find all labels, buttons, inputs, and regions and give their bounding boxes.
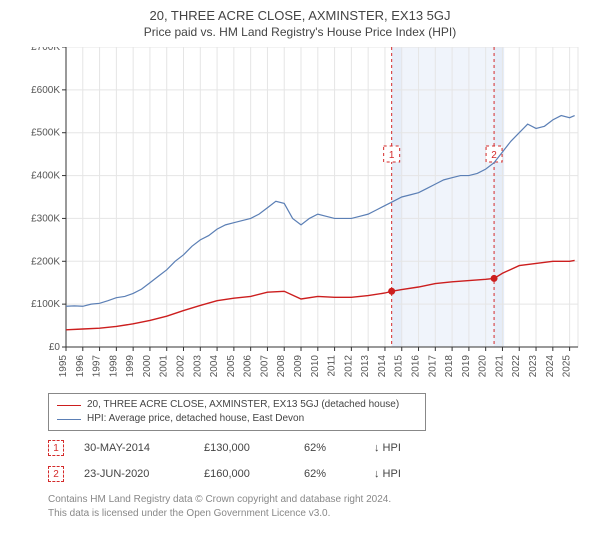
svg-text:£500K: £500K xyxy=(31,128,60,139)
svg-text:1: 1 xyxy=(389,150,395,161)
svg-text:2018: 2018 xyxy=(444,355,455,378)
svg-text:2009: 2009 xyxy=(293,355,304,378)
svg-text:2008: 2008 xyxy=(276,355,287,378)
chart-title: 20, THREE ACRE CLOSE, AXMINSTER, EX13 5G… xyxy=(14,8,586,23)
svg-text:2015: 2015 xyxy=(394,355,405,378)
chart-svg: £0 £100K £200K £300K £400K £500K £600K £700K 199… xyxy=(20,47,580,387)
svg-text:£600K: £600K xyxy=(31,85,60,96)
svg-text:2025: 2025 xyxy=(562,355,573,378)
legend-item: HPI: Average price, detached house, East… xyxy=(57,412,417,426)
svg-text:2022: 2022 xyxy=(511,355,522,378)
credits-line: Contains HM Land Registry data © Crown c… xyxy=(48,493,586,507)
event-price: £160,000 xyxy=(204,468,284,480)
svg-text:2016: 2016 xyxy=(411,355,422,378)
legend-swatch xyxy=(57,419,81,420)
svg-text:2010: 2010 xyxy=(310,355,321,378)
svg-text:2006: 2006 xyxy=(243,355,254,378)
chart-subtitle: Price paid vs. HM Land Registry's House … xyxy=(14,25,586,39)
svg-text:2005: 2005 xyxy=(226,355,237,378)
svg-text:2002: 2002 xyxy=(176,355,187,378)
event-pct: 62% xyxy=(304,468,354,480)
event-pct: 62% xyxy=(304,442,354,454)
svg-text:£100K: £100K xyxy=(31,299,60,310)
svg-text:2012: 2012 xyxy=(343,355,354,378)
svg-text:2019: 2019 xyxy=(461,355,472,378)
svg-text:2014: 2014 xyxy=(377,355,388,378)
event-marker: 2 xyxy=(48,466,64,482)
legend-label: 20, THREE ACRE CLOSE, AXMINSTER, EX13 5G… xyxy=(87,398,399,412)
svg-text:2007: 2007 xyxy=(259,355,270,378)
event-row: 2 23-JUN-2020 £160,000 62% ↓ HPI xyxy=(48,461,586,487)
event-dir: ↓ HPI xyxy=(374,442,401,454)
svg-text:£0: £0 xyxy=(49,342,61,353)
svg-text:£700K: £700K xyxy=(31,47,60,53)
event-date: 23-JUN-2020 xyxy=(84,468,184,480)
svg-text:1995: 1995 xyxy=(58,355,69,378)
svg-text:2024: 2024 xyxy=(545,355,556,378)
svg-text:£400K: £400K xyxy=(31,171,60,182)
event-marker: 1 xyxy=(48,440,64,456)
event-price: £130,000 xyxy=(204,442,284,454)
svg-text:2020: 2020 xyxy=(478,355,489,378)
legend-box: 20, THREE ACRE CLOSE, AXMINSTER, EX13 5G… xyxy=(48,393,426,431)
credits-line: This data is licensed under the Open Gov… xyxy=(48,507,586,521)
legend-swatch xyxy=(57,405,81,406)
svg-text:1996: 1996 xyxy=(75,355,86,378)
svg-text:£300K: £300K xyxy=(31,213,60,224)
svg-text:2013: 2013 xyxy=(360,355,371,378)
event-date: 30-MAY-2014 xyxy=(84,442,184,454)
legend-item: 20, THREE ACRE CLOSE, AXMINSTER, EX13 5G… xyxy=(57,398,417,412)
events-table: 1 30-MAY-2014 £130,000 62% ↓ HPI 2 23-JU… xyxy=(48,435,586,487)
credits: Contains HM Land Registry data © Crown c… xyxy=(48,493,586,520)
svg-text:2011: 2011 xyxy=(327,355,338,377)
svg-text:2017: 2017 xyxy=(427,355,438,378)
svg-text:2001: 2001 xyxy=(159,355,170,378)
svg-text:2003: 2003 xyxy=(192,355,203,378)
svg-text:2000: 2000 xyxy=(142,355,153,378)
svg-text:1998: 1998 xyxy=(108,355,119,378)
event-row: 1 30-MAY-2014 £130,000 62% ↓ HPI xyxy=(48,435,586,461)
svg-text:2023: 2023 xyxy=(528,355,539,378)
legend-label: HPI: Average price, detached house, East… xyxy=(87,412,304,426)
event-dir: ↓ HPI xyxy=(374,468,401,480)
svg-text:1997: 1997 xyxy=(92,355,103,378)
svg-text:£200K: £200K xyxy=(31,256,60,267)
svg-text:2021: 2021 xyxy=(494,355,505,378)
svg-text:2004: 2004 xyxy=(209,355,220,378)
svg-text:1999: 1999 xyxy=(125,355,136,378)
chart-area: £0 £100K £200K £300K £400K £500K £600K £700K 199… xyxy=(20,47,580,387)
